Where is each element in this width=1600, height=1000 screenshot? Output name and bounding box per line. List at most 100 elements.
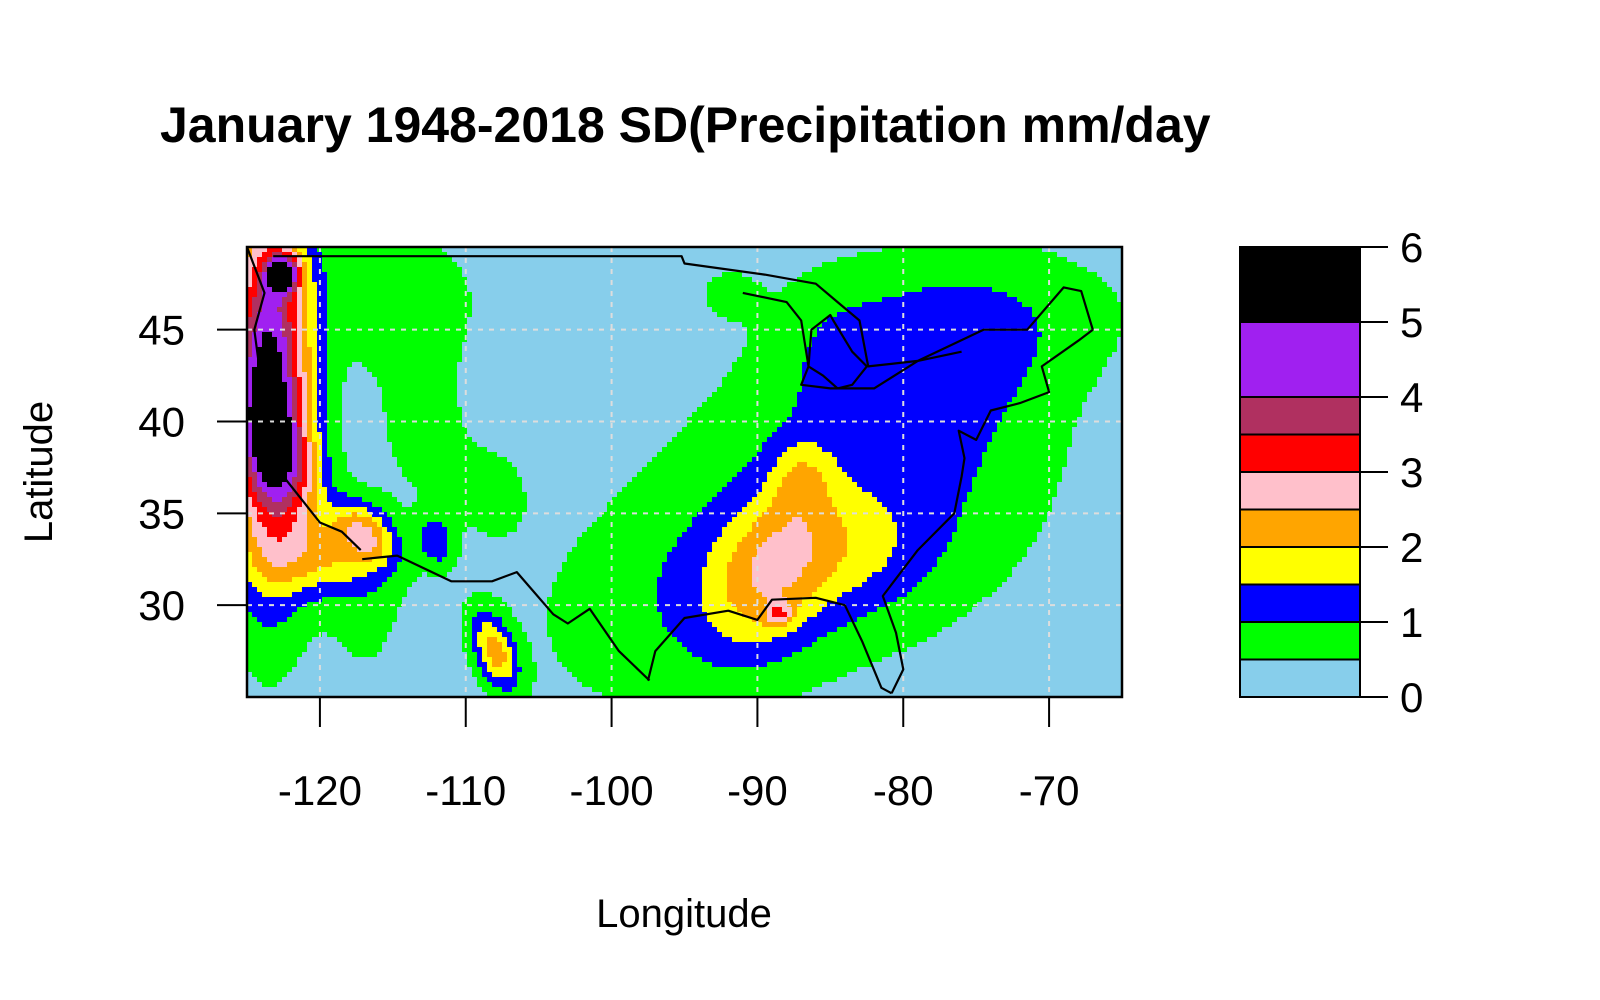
field-cell [507,327,513,333]
field-cell [277,272,283,278]
field-cell [832,312,838,318]
field-cell [337,317,343,323]
field-cell [837,367,843,373]
field-cell [277,307,283,313]
field-cell [492,352,498,358]
field-cell [507,352,513,358]
field-cell [722,287,728,293]
field-cell [647,247,653,253]
field-cell [867,307,873,313]
field-cell [927,312,933,318]
field-cell [577,317,583,323]
field-cell [987,317,993,323]
field-cell [532,387,538,393]
field-cell [667,282,673,288]
field-cell [477,342,483,348]
field-cell [297,257,303,263]
field-cell [1092,267,1098,273]
field-cell [992,287,998,293]
field-cell [1107,302,1113,308]
field-cell [877,337,883,343]
field-cell [532,342,538,348]
field-cell [802,352,808,358]
field-cell [692,272,698,278]
field-cell [397,252,403,258]
field-cell [492,277,498,283]
field-cell [1077,267,1083,273]
field-cell [412,372,418,378]
field-cell [332,297,338,303]
field-cell [267,362,273,368]
field-cell [452,367,458,373]
field-cell [772,252,778,258]
field-cell [667,382,673,388]
field-cell [422,282,428,288]
field-cell [492,292,498,298]
field-cell [357,252,363,258]
field-cell [402,272,408,278]
field-cell [687,287,693,293]
field-cell [887,357,893,363]
field-cell [367,267,373,273]
field-cell [357,287,363,293]
field-cell [1017,342,1023,348]
field-cell [1047,332,1053,338]
field-cell [847,312,853,318]
field-cell [587,322,593,328]
field-cell [502,367,508,373]
field-cell [727,382,733,388]
field-cell [372,282,378,288]
field-cell [482,262,488,268]
field-cell [327,322,333,328]
field-cell [702,332,708,338]
field-cell [372,312,378,318]
field-cell [412,312,418,318]
field-cell [307,357,313,363]
field-cell [1107,277,1113,283]
field-cell [847,362,853,368]
field-cell [407,322,413,328]
field-cell [507,252,513,258]
field-cell [662,372,668,378]
field-cell [982,257,988,263]
field-cell [647,287,653,293]
field-cell [432,352,438,358]
field-cell [877,297,883,303]
field-cell [782,262,788,268]
field-cell [272,282,278,288]
field-cell [407,292,413,298]
field-cell [1012,372,1018,378]
field-cell [282,342,288,348]
field-cell [1117,307,1122,313]
field-cell [472,302,478,308]
field-cell [1032,382,1038,388]
field-cell [982,297,988,303]
field-cell [722,257,728,263]
field-cell [692,252,698,258]
field-cell [977,382,983,388]
field-cell [1032,357,1038,363]
field-cell [427,322,433,328]
field-cell [347,347,353,353]
field-cell [622,292,628,298]
field-cell [392,247,398,253]
field-cell [637,282,643,288]
field-cell [327,352,333,358]
field-cell [362,297,368,303]
field-cell [792,292,798,298]
field-cell [297,352,303,358]
field-cell [497,297,503,303]
field-cell [367,297,373,303]
field-cell [647,357,653,363]
field-cell [277,317,283,323]
field-cell [447,262,453,268]
field-cell [682,322,688,328]
field-cell [302,382,308,388]
field-cell [367,367,373,373]
field-cell [1057,312,1063,318]
field-cell [1092,297,1098,303]
field-cell [752,297,758,303]
field-cell [907,337,913,343]
field-cell [887,322,893,328]
field-cell [632,272,638,278]
